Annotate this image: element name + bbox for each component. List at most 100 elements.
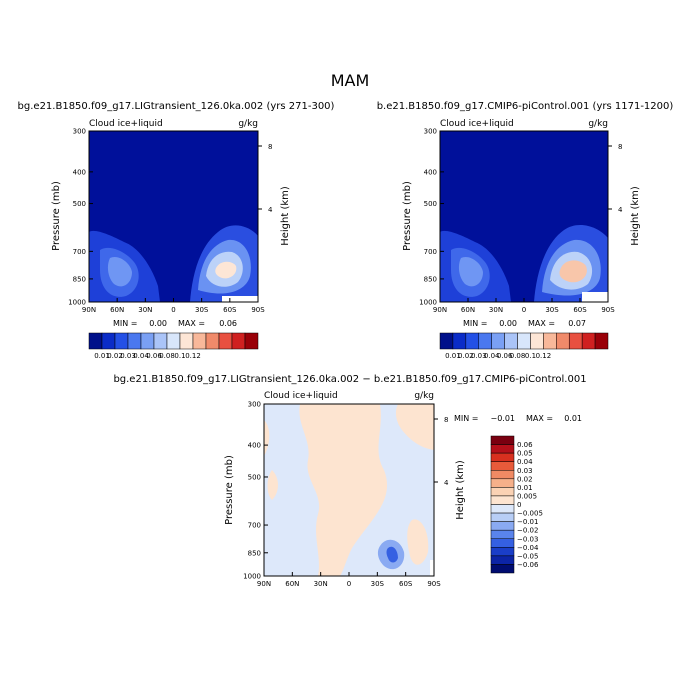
y-tick-label: 500	[73, 200, 86, 208]
colorbar: 0.060.050.040.030.020.010.0050−0.005−0.0…	[490, 435, 543, 574]
colorbar-label: 0.08	[510, 352, 526, 360]
colorbar-swatch	[244, 332, 259, 350]
figure-title: MAM	[331, 71, 370, 90]
svg-text:0.07: 0.07	[568, 319, 586, 328]
colorbar-swatch	[530, 332, 544, 350]
colorbar-swatch	[439, 332, 454, 350]
colorbar-label: 0.02	[458, 352, 474, 360]
nh-cloud-contour-inner	[458, 256, 483, 287]
x-tick-label: 0	[347, 580, 351, 588]
height-tick-label: 8	[444, 416, 448, 424]
svg-text:0.01: 0.01	[564, 414, 582, 423]
colorbar-label: −0.03	[517, 535, 538, 543]
y-tick-label: 850	[73, 275, 86, 283]
stats-readout: MIN = 0.00 MAX = 0.07	[463, 319, 586, 328]
colorbar-swatch	[166, 332, 181, 350]
colorbar-label: 0.01	[94, 352, 110, 360]
y-right-axis-label: Height (km)	[630, 186, 641, 246]
colorbar-label: 0	[517, 501, 521, 509]
colorbar-swatch	[231, 332, 246, 350]
y-axis-label: Pressure (mb)	[224, 455, 235, 525]
y-tick-label: 500	[424, 200, 437, 208]
y-tick-label: 850	[248, 549, 261, 557]
colorbar: 0.010.020.030.040.060.08 0.1 0.12	[88, 332, 259, 360]
y-axis-ticks: 300 400 500 700 850 1000	[243, 401, 268, 581]
missing-data-mask	[582, 292, 608, 302]
stats-readout: MIN = −0.01 MAX = 0.01	[454, 414, 582, 423]
y-tick-label: 400	[248, 442, 261, 450]
svg-text:MIN =: MIN =	[113, 319, 138, 328]
x-tick-label: 60N	[461, 306, 475, 314]
colorbar-swatch	[140, 332, 155, 350]
x-tick-label: 60S	[399, 580, 413, 588]
colorbar-swatch	[504, 332, 518, 350]
colorbar-label: −0.06	[517, 561, 539, 569]
svg-text:−0.01: −0.01	[490, 414, 515, 423]
x-tick-label: 0	[171, 306, 175, 314]
colorbar-swatch	[490, 521, 515, 531]
height-tick-label: 4	[618, 206, 623, 214]
variable-label: Cloud ice+liquid	[264, 391, 338, 401]
height-tick-label: 8	[268, 143, 272, 151]
colorbar-swatch	[490, 547, 515, 557]
colorbar-swatch	[490, 529, 515, 539]
y-axis-label: Pressure (mb)	[51, 181, 62, 251]
colorbar-swatch	[490, 504, 515, 514]
units-label: g/kg	[588, 119, 608, 129]
y-axis-ticks: 300 400 500 700 850 1000	[419, 128, 444, 307]
colorbar-swatch	[88, 332, 103, 350]
colorbar-swatch	[127, 332, 142, 350]
y-tick-label: 1000	[243, 573, 261, 581]
contour-field	[89, 131, 258, 302]
sh-cloud-contour-core	[559, 260, 587, 283]
colorbar-swatch	[490, 555, 515, 565]
colorbar-swatch	[192, 332, 207, 350]
x-tick-label: 90S	[427, 580, 441, 588]
y-tick-label: 400	[424, 168, 437, 176]
positive-anomaly-region-sh-lower	[407, 519, 429, 565]
y-tick-label: 1000	[419, 299, 437, 307]
y-tick-label: 700	[73, 248, 86, 256]
units-label: g/kg	[238, 119, 258, 129]
y-tick-label: 700	[424, 248, 437, 256]
y-tick-label: 300	[424, 128, 437, 136]
variable-label: Cloud ice+liquid	[89, 119, 163, 129]
x-tick-label: 60S	[573, 306, 587, 314]
contour-field	[440, 131, 608, 302]
colorbar-swatch	[581, 332, 596, 350]
colorbar-label: 0.1	[525, 352, 536, 360]
x-tick-label: 30S	[371, 580, 385, 588]
x-tick-label: 30N	[489, 306, 503, 314]
colorbar-label: 0.03	[517, 467, 533, 475]
colorbar-swatch	[490, 461, 515, 471]
y-tick-label: 400	[73, 168, 86, 176]
colorbar-label: 0.03	[471, 352, 487, 360]
colorbar-swatch	[543, 332, 557, 350]
variable-label: Cloud ice+liquid	[440, 119, 514, 129]
colorbar-swatch	[490, 478, 515, 488]
svg-text:0.06: 0.06	[219, 319, 237, 328]
colorbar-label: −0.005	[517, 510, 543, 518]
y-tick-label: 500	[248, 473, 261, 481]
colorbar-swatch	[452, 332, 467, 350]
colorbar-label: 0.06	[517, 441, 533, 449]
y-right-ticks: 8 4	[608, 143, 623, 214]
units-label: g/kg	[414, 391, 434, 401]
colorbar-swatch	[490, 564, 515, 574]
y-right-axis-label: Height (km)	[280, 186, 291, 246]
positive-anomaly-region	[299, 404, 388, 576]
colorbar-label: 0.005	[517, 492, 537, 500]
y-right-ticks: 8 4	[258, 143, 273, 214]
colorbar-swatch	[490, 452, 515, 462]
contour-field	[264, 404, 434, 576]
colorbar-swatch	[490, 470, 515, 480]
y-tick-label: 300	[73, 128, 86, 136]
colorbar-label: 0.06	[497, 352, 513, 360]
height-tick-label: 8	[618, 143, 622, 151]
x-axis-ticks: 90N 60N 30N 0 30S 60S 90S	[82, 298, 265, 314]
colorbar-label: 0.12	[536, 352, 552, 360]
colorbar-label: 0.01	[517, 484, 533, 492]
y-tick-label: 300	[248, 401, 261, 409]
colorbar-label: 0.04	[517, 458, 533, 466]
